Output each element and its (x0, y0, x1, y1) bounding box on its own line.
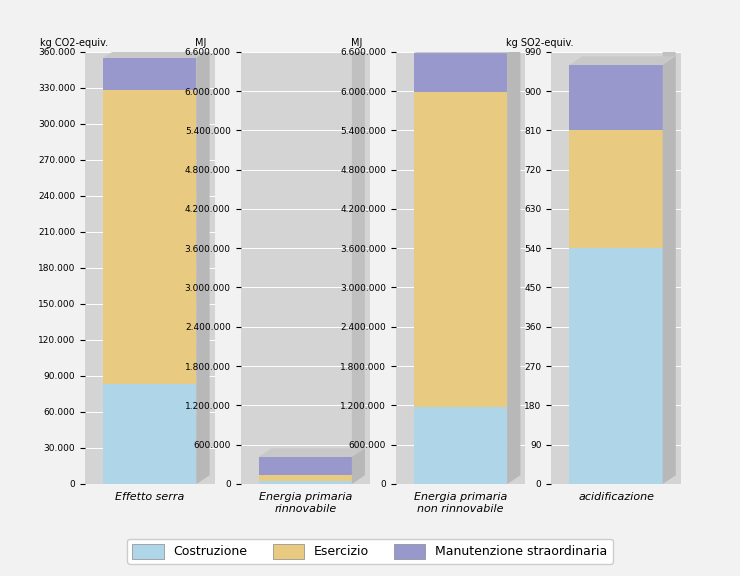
X-axis label: Energia primaria
rinnovabile: Energia primaria rinnovabile (258, 492, 352, 514)
Polygon shape (570, 43, 676, 52)
X-axis label: acidificazione: acidificazione (578, 492, 654, 502)
Polygon shape (570, 56, 676, 65)
Text: kg SO2-equiv.: kg SO2-equiv. (506, 37, 574, 48)
Bar (414, 53, 508, 92)
Polygon shape (352, 43, 365, 484)
Text: kg CO2-equiv.: kg CO2-equiv. (40, 37, 108, 48)
Polygon shape (352, 448, 365, 484)
X-axis label: Effetto serra: Effetto serra (115, 492, 184, 502)
Text: MJ: MJ (195, 37, 206, 48)
Bar (104, 58, 197, 90)
Bar (259, 480, 352, 484)
Polygon shape (414, 44, 520, 53)
Polygon shape (104, 43, 209, 52)
Legend: Costruzione, Esercizio, Manutenzione straordinaria: Costruzione, Esercizio, Manutenzione str… (127, 539, 613, 564)
Text: MJ: MJ (351, 37, 362, 48)
Bar (259, 475, 352, 480)
Polygon shape (508, 43, 520, 484)
Polygon shape (259, 448, 365, 457)
Polygon shape (259, 43, 365, 52)
Polygon shape (663, 43, 676, 484)
Polygon shape (508, 44, 520, 484)
Polygon shape (104, 49, 209, 58)
Polygon shape (197, 49, 209, 484)
Bar (414, 407, 508, 484)
Polygon shape (663, 56, 676, 484)
Bar (414, 92, 508, 407)
Bar (570, 65, 663, 130)
Polygon shape (197, 43, 209, 484)
Bar (104, 90, 197, 384)
Bar (259, 457, 352, 475)
Bar (104, 384, 197, 484)
Bar (570, 248, 663, 484)
Bar (570, 130, 663, 248)
X-axis label: Energia primaria
non rinnovabile: Energia primaria non rinnovabile (414, 492, 508, 514)
Polygon shape (414, 43, 520, 52)
